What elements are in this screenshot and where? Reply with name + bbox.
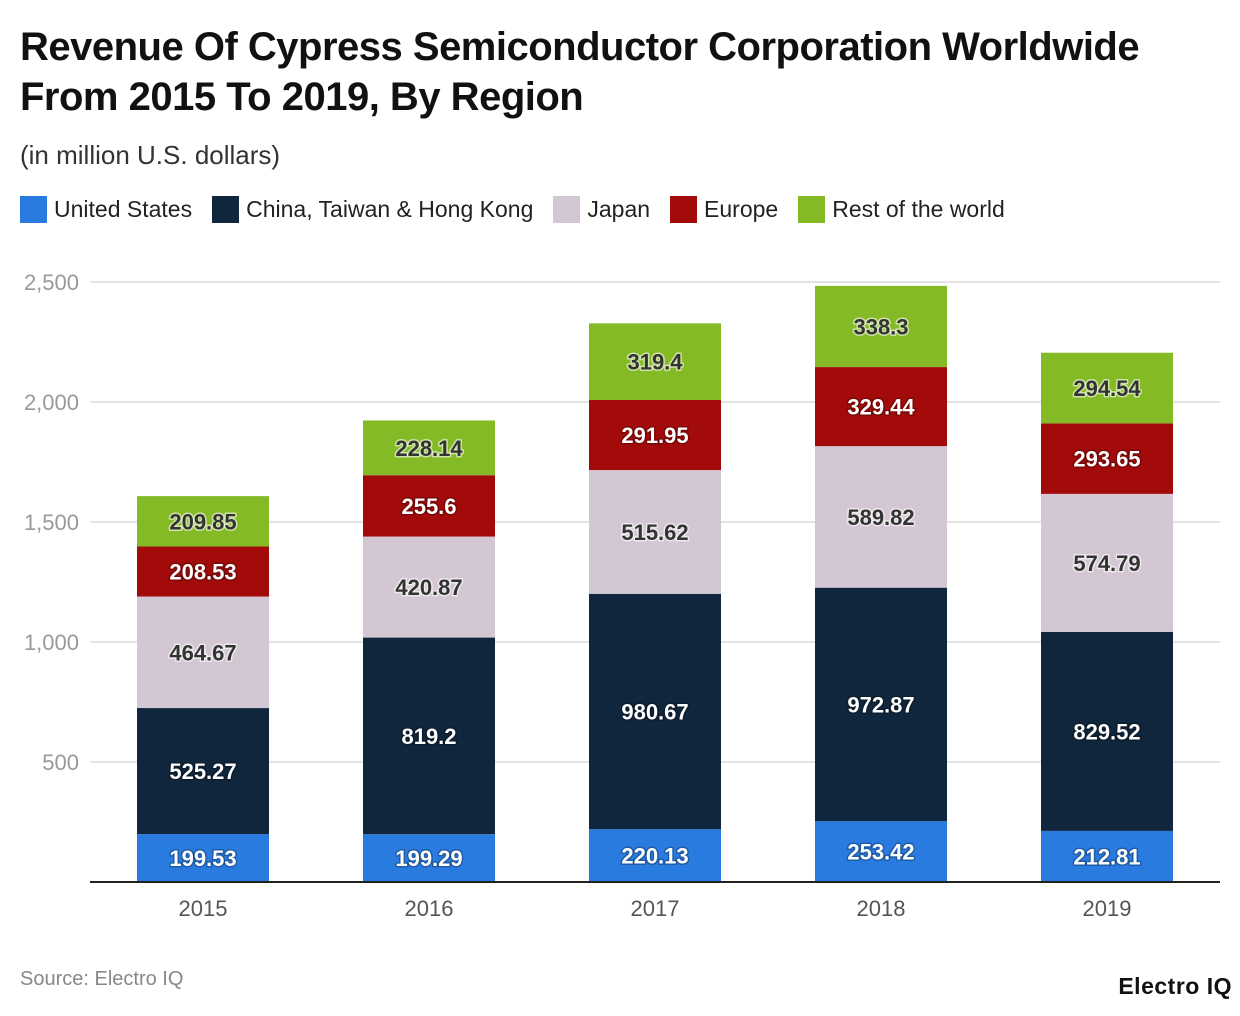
legend-label: Rest of the world: [832, 196, 1005, 222]
bar-segment: [589, 829, 721, 882]
bar-segment: [815, 587, 947, 822]
data-label: 255.6: [401, 494, 456, 519]
legend-item: Rest of the world: [798, 196, 1005, 223]
bar-segment: [815, 285, 947, 368]
bar-segment: [137, 546, 269, 597]
y-tick-label: 500: [42, 750, 79, 775]
data-label: 338.3: [853, 314, 908, 339]
bar-segment: [815, 821, 947, 882]
bar-segment: [1041, 493, 1173, 632]
data-label: 515.62: [621, 520, 688, 545]
bar-segment: [589, 399, 721, 471]
data-label: 253.42: [847, 840, 914, 865]
data-label: 293.65: [1073, 447, 1140, 472]
legend: United States China, Taiwan & Hong Kong Ja…: [20, 196, 1005, 223]
legend-item: United States: [20, 196, 192, 223]
legend-label: China, Taiwan & Hong Kong: [246, 196, 534, 222]
legend-item: China, Taiwan & Hong Kong: [212, 196, 533, 223]
x-tick-label: 2015: [179, 896, 228, 921]
legend-label: United States: [54, 196, 193, 222]
y-tick-label: 1,000: [24, 630, 79, 655]
x-tick-label: 2019: [1083, 896, 1132, 921]
bar-segment: [1041, 631, 1173, 831]
bar-segment: [363, 420, 495, 476]
legend-label: Europe: [704, 196, 779, 222]
data-label: 228.14: [395, 436, 463, 461]
legend-item: Japan: [553, 196, 650, 223]
x-tick-label: 2018: [857, 896, 906, 921]
bar-segment: [137, 834, 269, 882]
bar-segment: [137, 596, 269, 709]
bar-segment: [1041, 352, 1173, 424]
bar-segment: [815, 367, 947, 447]
bar-segment: [1041, 423, 1173, 494]
y-tick-label: 2,000: [24, 390, 79, 415]
data-label: 209.85: [169, 509, 236, 534]
bar-segment: [589, 323, 721, 400]
bar-segment: [1041, 830, 1173, 882]
data-label: 212.81: [1073, 844, 1140, 869]
legend-swatch: [670, 196, 698, 223]
chart-title: Revenue Of Cypress Semiconductor Corpora…: [20, 25, 1140, 119]
source-note: Source: Electro IQ: [20, 968, 184, 990]
legend-item: Europe: [670, 196, 778, 223]
data-label: 220.13: [621, 844, 688, 869]
data-label: 199.29: [395, 846, 462, 871]
bar-segment: [363, 475, 495, 537]
data-label: 291.95: [621, 423, 688, 448]
electro-iq-logo: Electro IQ: [1118, 973, 1232, 999]
bar-segment: [589, 470, 721, 594]
bar-segment: [363, 536, 495, 638]
bar-segment: [815, 446, 947, 588]
data-label: 525.27: [169, 759, 236, 784]
bar-segment: [589, 593, 721, 830]
data-label: 980.67: [621, 699, 688, 724]
data-label: 294.54: [1073, 376, 1141, 401]
data-label: 589.82: [847, 505, 914, 530]
data-label: 574.79: [1073, 551, 1140, 576]
legend-swatch: [553, 196, 581, 223]
x-tick-label: 2016: [405, 896, 454, 921]
bar-segment: [137, 496, 269, 547]
data-label: 829.52: [1073, 719, 1140, 744]
legend-swatch: [798, 196, 826, 223]
data-label: 329.44: [847, 395, 915, 420]
y-tick-label: 2,500: [24, 270, 79, 295]
data-label: 819.2: [401, 724, 456, 749]
data-label: 208.53: [169, 560, 236, 585]
data-label: 319.4: [627, 350, 683, 375]
data-label: 420.87: [395, 575, 462, 600]
chart-subtitle: (in million U.S. dollars): [20, 140, 281, 170]
data-label: 972.87: [847, 692, 914, 717]
bar-segment: [137, 708, 269, 835]
bar-segment: [363, 637, 495, 835]
x-tick-label: 2017: [631, 896, 680, 921]
data-label: 464.67: [169, 640, 236, 665]
bar-segment: [363, 834, 495, 882]
y-tick-label: 1,500: [24, 510, 79, 535]
data-label: 199.53: [169, 846, 236, 871]
legend-swatch: [212, 196, 240, 223]
legend-swatch: [20, 196, 47, 223]
legend-label: Japan: [587, 196, 651, 222]
